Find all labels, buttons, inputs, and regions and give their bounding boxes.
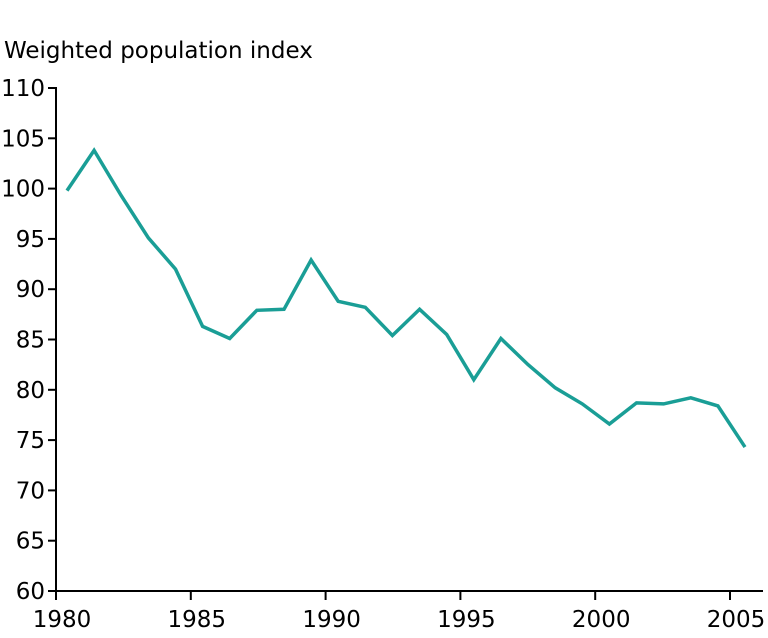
x-tick-label: 1990 [302,607,361,633]
y-tick-label: 110 [1,76,45,102]
y-tick-label: 90 [16,277,45,303]
x-tick-label: 1980 [33,607,92,633]
y-tick-label: 70 [16,478,45,504]
y-tick-label: 65 [16,529,45,555]
y-tick-label: 105 [1,126,45,152]
y-tick-label: 100 [1,177,45,203]
chart-title: Weighted population index [4,38,313,64]
y-tick-label: 95 [16,227,45,253]
y-tick-label: 75 [16,428,45,454]
data-line-weighted-population-index [65,147,747,449]
y-tick-label: 85 [16,328,45,354]
x-tick-label: 2000 [572,607,631,633]
x-tick-label: 1985 [168,607,227,633]
x-tick-label: 1995 [437,607,496,633]
x-tick-label: 2005 [707,607,766,633]
y-tick-label: 80 [16,378,45,404]
y-tick-label: 60 [16,579,45,605]
